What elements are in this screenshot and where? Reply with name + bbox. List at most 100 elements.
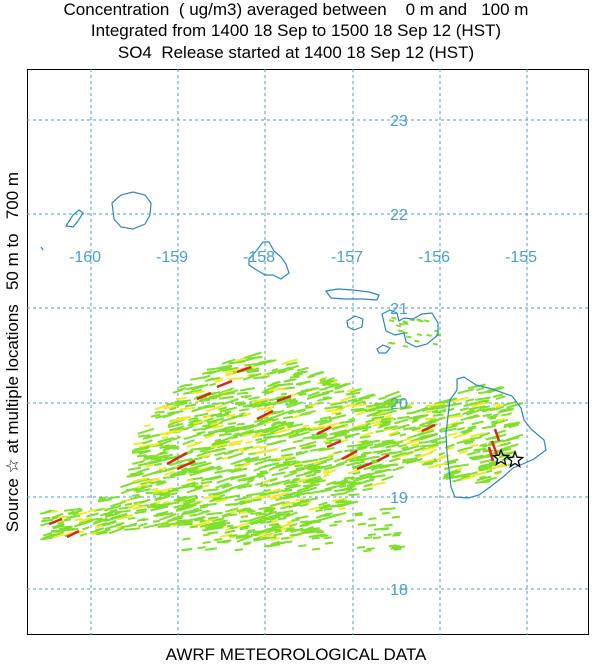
plume-dash	[248, 372, 262, 378]
plume-dash	[159, 431, 173, 436]
plume-high-dash	[421, 423, 436, 433]
plume-dash	[246, 479, 254, 484]
plume-dash	[295, 427, 311, 434]
plume-dash	[51, 512, 64, 519]
plume-dash	[411, 419, 419, 424]
plume-dash	[221, 483, 233, 489]
plume-dash	[374, 441, 388, 447]
plume-dash	[319, 513, 330, 518]
plume-dash	[228, 442, 242, 447]
plume-dash	[302, 380, 311, 384]
plume-dash	[356, 443, 374, 450]
plume-dash	[142, 435, 151, 440]
plume-dash	[188, 418, 199, 424]
plume-dash	[278, 398, 292, 405]
plume-dash	[262, 488, 271, 493]
plume-high-dash	[487, 446, 495, 462]
plume-dash	[298, 544, 307, 548]
plume-dash	[489, 416, 497, 420]
plume-dash	[502, 400, 518, 407]
plume-dash	[380, 527, 390, 531]
plume-dash	[356, 455, 367, 460]
plume-dash	[387, 400, 399, 406]
plume-dash	[246, 369, 260, 374]
plume-dash	[381, 404, 397, 409]
plume-dash	[254, 362, 265, 367]
plume-dash	[186, 486, 203, 494]
plume-dash	[154, 404, 171, 411]
plume-dash	[124, 502, 133, 507]
plume-high-dash	[326, 439, 342, 449]
plume-dash	[132, 505, 145, 510]
plume-dash	[494, 472, 502, 476]
plume-dash	[207, 377, 215, 382]
plume-dash	[479, 443, 488, 447]
plume-dash	[347, 469, 360, 475]
plume-dash	[461, 408, 475, 416]
plume-dash	[151, 504, 161, 509]
plume-dash	[358, 440, 374, 446]
plume-dash	[208, 477, 215, 480]
plume-dash	[365, 419, 375, 424]
plume-dash	[100, 509, 118, 517]
plume-dash	[269, 522, 280, 526]
plume-dash	[280, 447, 291, 452]
plume-dash	[203, 432, 215, 437]
plume-dash	[354, 513, 363, 517]
plume-dash	[293, 498, 310, 506]
plume-dash	[171, 484, 190, 491]
plume-dash	[456, 472, 475, 478]
plume-dash	[257, 359, 273, 364]
plume-dash	[144, 424, 151, 428]
plume-dash	[314, 469, 322, 473]
plume-dash	[214, 412, 223, 417]
plume-dash	[236, 535, 253, 543]
plume-dash	[295, 477, 311, 483]
plume-dash	[370, 463, 383, 468]
plume-dash	[230, 468, 243, 473]
plume-dash	[159, 493, 170, 497]
plume-dash	[234, 402, 242, 406]
plume-dash	[368, 474, 386, 479]
plume-dash	[57, 521, 64, 525]
plume-dash	[463, 439, 475, 444]
plume-dash	[363, 536, 373, 540]
plume-dash	[217, 436, 232, 444]
plume-dash	[239, 474, 247, 478]
plume-dash	[339, 484, 347, 488]
plume-dash	[392, 533, 401, 537]
plume-dash	[233, 462, 251, 471]
plume-dash	[396, 545, 406, 549]
plume-dash	[276, 479, 291, 486]
plume-dash	[496, 418, 505, 422]
plume-dash	[255, 482, 264, 486]
plume-dash	[314, 460, 327, 467]
plume-dash	[246, 458, 260, 464]
plume-dash	[299, 486, 317, 494]
plume-dash	[247, 529, 256, 533]
plume-dash	[409, 318, 415, 322]
plume-dash	[335, 499, 345, 504]
plume-dash	[323, 503, 331, 507]
plume-dash	[60, 528, 79, 532]
plume-dash	[344, 500, 359, 506]
plume-dash	[346, 444, 361, 448]
plume-dash	[114, 504, 122, 509]
plume-dash	[184, 547, 193, 551]
plume-dash	[414, 453, 421, 457]
plume-dash	[216, 489, 231, 496]
plume-dash	[277, 382, 294, 387]
plume-dash	[459, 407, 469, 412]
plume-dash	[155, 512, 174, 517]
plume-dash	[462, 429, 473, 435]
plume-dash	[478, 390, 488, 395]
plume-high-dash	[316, 425, 332, 436]
plume-dash	[271, 524, 281, 528]
plume-dash	[496, 429, 507, 435]
plume-dash	[487, 415, 498, 419]
plume-dash	[387, 400, 402, 407]
plume-dash	[323, 473, 330, 478]
plume-dash	[216, 476, 235, 484]
plume-dash	[307, 530, 316, 534]
plume-dash	[167, 489, 179, 493]
